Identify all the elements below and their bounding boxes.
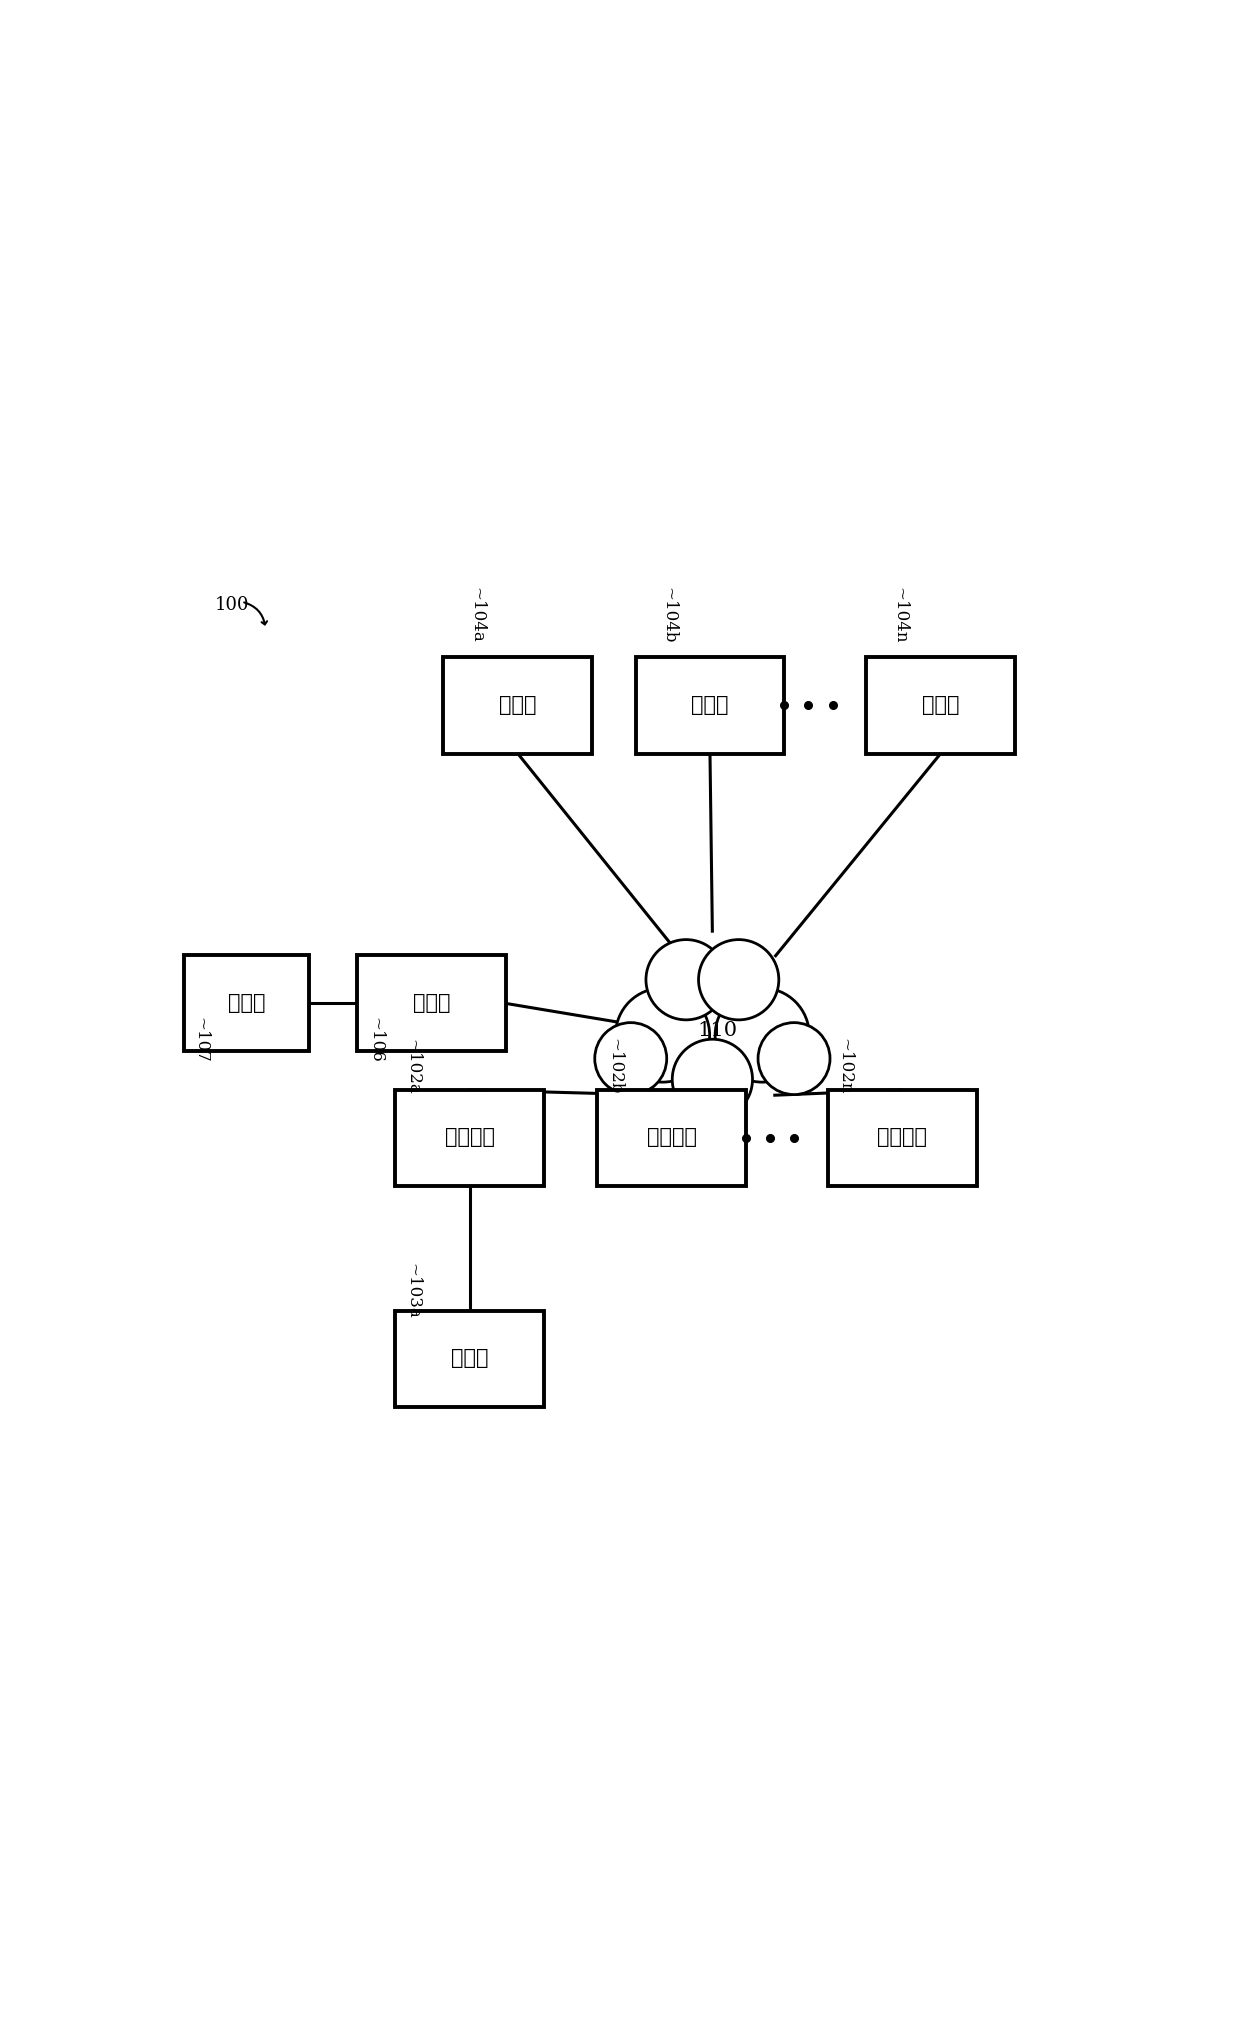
Text: 服务器: 服务器 [413,994,450,1012]
FancyBboxPatch shape [357,956,506,1051]
Text: 传感器: 传感器 [228,994,265,1012]
Text: ~102b: ~102b [606,1039,622,1096]
Circle shape [646,940,727,1021]
Text: 110: 110 [697,1021,738,1039]
Text: ~104n: ~104n [892,587,908,644]
Text: 用户设备: 用户设备 [877,1128,928,1148]
FancyBboxPatch shape [828,1089,977,1187]
Text: 传感器: 传感器 [451,1349,489,1369]
FancyBboxPatch shape [184,956,309,1051]
Text: ~104b: ~104b [661,587,677,644]
FancyBboxPatch shape [444,658,593,753]
Circle shape [698,940,779,1021]
Text: ~107: ~107 [192,1017,210,1063]
Text: ~104a: ~104a [469,587,485,644]
FancyBboxPatch shape [396,1089,544,1187]
Circle shape [615,988,709,1081]
FancyBboxPatch shape [396,1310,544,1407]
Text: 用户设备: 用户设备 [445,1128,495,1148]
Text: ~103a: ~103a [404,1264,422,1318]
Text: 100: 100 [215,595,249,614]
Circle shape [758,1023,830,1096]
Circle shape [595,1023,667,1096]
Text: ~102n: ~102n [837,1039,853,1096]
Text: 用户设备: 用户设备 [646,1128,697,1148]
Circle shape [715,988,810,1081]
Text: 数据源: 数据源 [691,697,729,715]
FancyBboxPatch shape [866,658,1016,753]
FancyBboxPatch shape [635,658,785,753]
Text: ~106: ~106 [367,1017,384,1063]
Text: ~102a: ~102a [404,1039,422,1096]
Text: 数据源: 数据源 [498,697,537,715]
Circle shape [644,954,781,1091]
Circle shape [672,1039,753,1120]
FancyBboxPatch shape [596,1089,746,1187]
Text: 数据源: 数据源 [921,697,960,715]
